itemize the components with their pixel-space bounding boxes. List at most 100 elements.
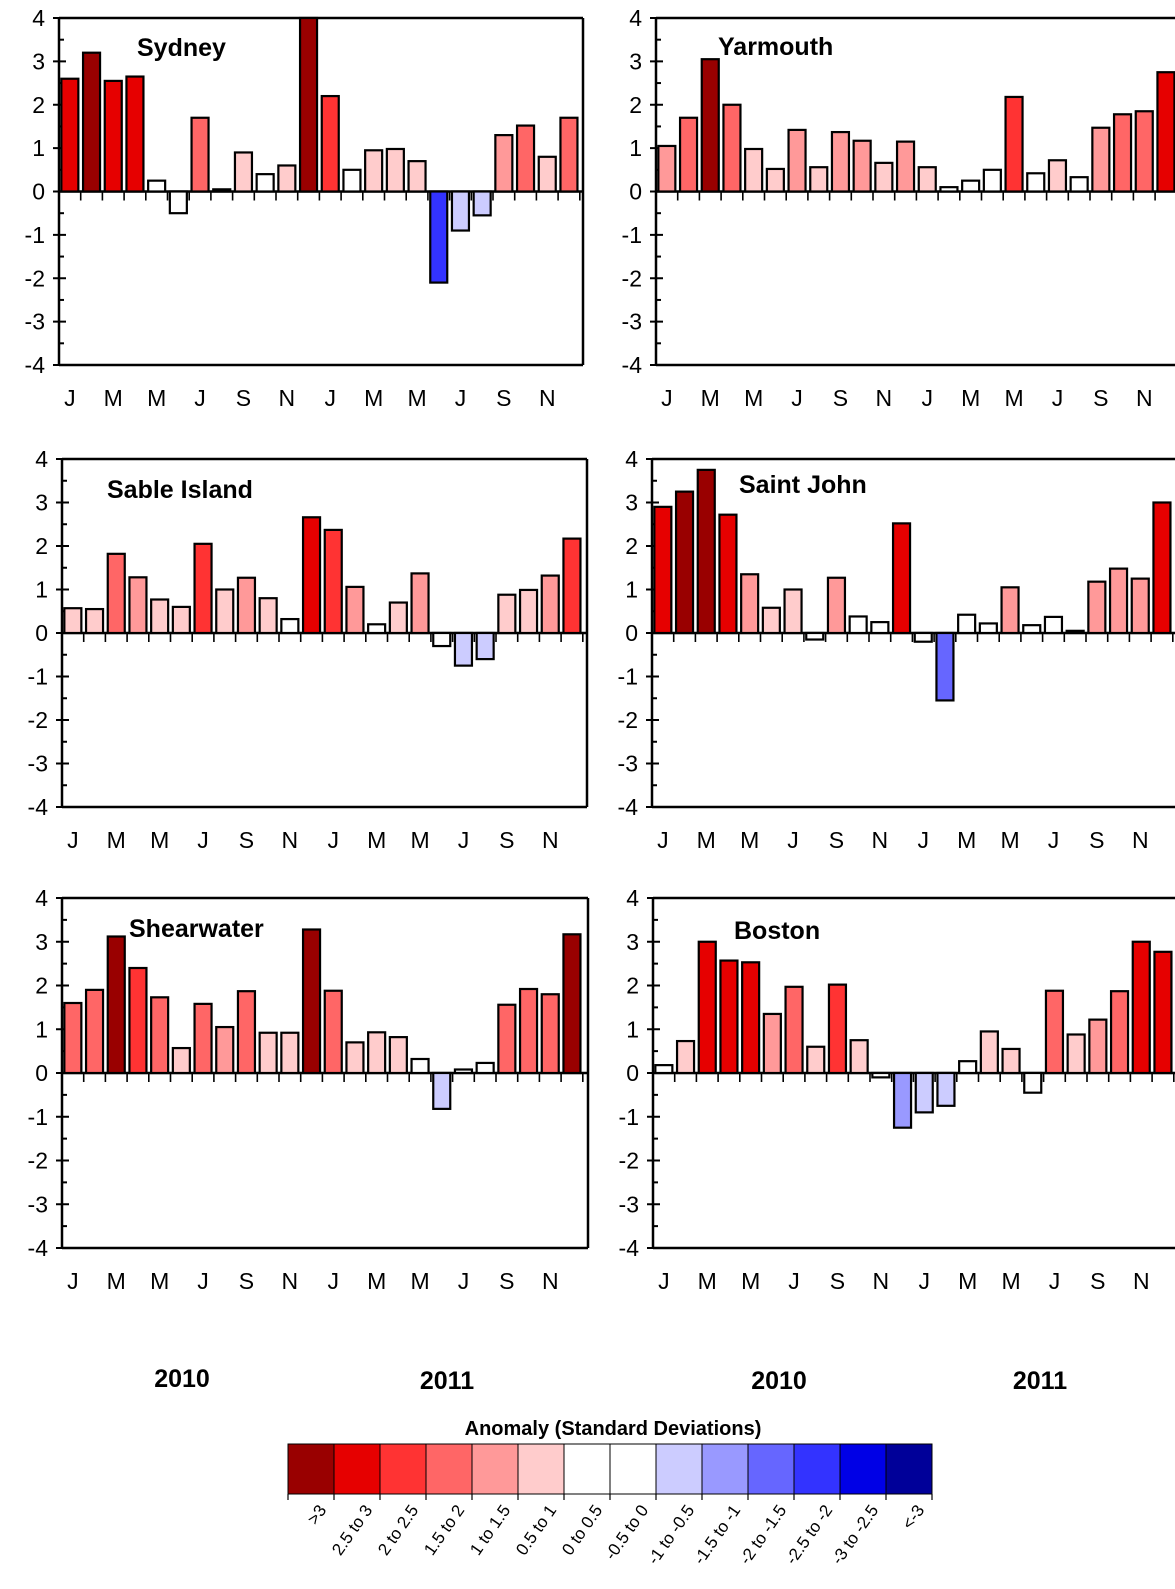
bar-may-2011 xyxy=(1000,586,1020,635)
bar-oct-2011 xyxy=(1112,113,1133,193)
legend-swatch-7 xyxy=(609,1443,657,1495)
x-tick-label: M xyxy=(958,1268,977,1294)
bar-feb-2010 xyxy=(678,116,699,193)
bar-jul-2010 xyxy=(784,985,804,1075)
bar-jan-2011 xyxy=(917,166,937,193)
y-tick-label: 1 xyxy=(32,135,45,161)
x-tick-label: J xyxy=(67,1268,79,1294)
y-tick-label: 2 xyxy=(629,92,642,118)
x-tick-label: M xyxy=(698,1268,717,1294)
bar-nov-2011 xyxy=(1130,577,1150,635)
x-tick-label: M xyxy=(697,827,716,853)
panel-title: Saint John xyxy=(739,471,867,499)
plot-frame xyxy=(60,457,589,809)
bar-mar-2011 xyxy=(961,179,981,193)
x-tick-label: J xyxy=(458,1268,470,1294)
bar-feb-2011 xyxy=(345,1041,365,1075)
bar-apr-2010 xyxy=(722,103,742,193)
bar-jun-2010 xyxy=(765,167,785,193)
bar-feb-2010 xyxy=(675,1039,696,1075)
y-tick-label: -2 xyxy=(28,1148,48,1174)
x-tick-label: J xyxy=(197,1268,209,1294)
legend-label-7: -0.5 to 0 xyxy=(601,1501,652,1563)
y-axis-ticks: 4 3 2 1 0 -1 -2 -3 -4 xyxy=(622,5,663,378)
y-tick-label: 0 xyxy=(35,1060,48,1086)
bar-dec-2011 xyxy=(1152,501,1172,635)
bar-nov-2011 xyxy=(1131,940,1151,1075)
bar-sep-2011 xyxy=(1091,126,1111,193)
legend-swatch-11 xyxy=(793,1443,841,1495)
bar-oct-2010 xyxy=(258,597,278,635)
legend-swatch-0 xyxy=(287,1443,335,1495)
legend-title: Anomaly (Standard Deviations) xyxy=(465,1418,762,1440)
x-tick-label: J xyxy=(67,827,79,853)
x-tick-label: N xyxy=(282,827,299,853)
legend-swatch-9 xyxy=(701,1443,749,1495)
panel-title: Shearwater xyxy=(129,915,264,943)
x-tick-label: M xyxy=(961,385,980,411)
bar-aug-2010 xyxy=(806,1045,826,1075)
x-tick-label: M xyxy=(957,827,976,853)
bars xyxy=(63,928,582,1110)
y-tick-label: 1 xyxy=(629,135,642,161)
y-tick-label: -4 xyxy=(28,794,49,820)
y-tick-label: 2 xyxy=(625,533,638,559)
bar-dec-2011 xyxy=(1156,71,1175,193)
bar-oct-2011 xyxy=(515,124,536,193)
panel-title: Sydney xyxy=(137,34,226,62)
bar-mar-2010 xyxy=(700,58,720,193)
y-tick-label: 3 xyxy=(626,929,639,955)
bar-may-2011 xyxy=(1001,1047,1021,1075)
y-tick-label: 0 xyxy=(625,620,638,646)
bars xyxy=(654,940,1173,1129)
bar-sep-2010 xyxy=(827,983,848,1075)
legend-swatch-8 xyxy=(655,1443,703,1495)
y-tick-label: 4 xyxy=(626,885,639,911)
bar-sep-2010 xyxy=(236,990,257,1075)
bar-mar-2010 xyxy=(106,935,126,1075)
x-tick-label: J xyxy=(657,827,669,853)
legend-swatches xyxy=(287,1443,933,1500)
bar-dec-2011 xyxy=(562,933,582,1075)
x-tick-label: M xyxy=(740,827,759,853)
y-tick-label: 1 xyxy=(625,577,638,603)
y-tick-label: 4 xyxy=(35,885,48,911)
legend-swatch-4 xyxy=(471,1443,519,1495)
x-tick-label: J xyxy=(1048,827,1060,853)
x-axis-ticks xyxy=(673,1073,1175,1082)
y-axis-ticks: 4 3 2 1 0 -1 -2 -3 -4 xyxy=(618,446,659,820)
bars xyxy=(60,16,579,284)
x-axis-ticks xyxy=(672,633,1174,642)
bar-nov-2010 xyxy=(870,621,890,635)
year-label-2011-right: 2011 xyxy=(1013,1367,1067,1395)
y-axis-ticks: 4 3 2 1 0 -1 -2 -3 -4 xyxy=(619,885,660,1261)
bar-may-2011 xyxy=(410,1057,430,1075)
x-tick-label: M xyxy=(150,827,169,853)
x-tick-label: J xyxy=(787,827,799,853)
legend-swatch-6 xyxy=(563,1443,611,1495)
x-tick-label: J xyxy=(788,1268,800,1294)
x-tick-label: S xyxy=(1090,1268,1105,1294)
y-tick-label: -1 xyxy=(28,1104,48,1130)
bar-jun-2010 xyxy=(762,1012,782,1075)
x-tick-label: J xyxy=(458,827,470,853)
bar-jul-2010 xyxy=(783,588,803,635)
x-tick-label: J xyxy=(455,385,467,411)
bar-sep-2010 xyxy=(830,130,851,193)
x-tick-label: N xyxy=(539,385,556,411)
bar-dec-2011 xyxy=(559,116,579,193)
y-tick-label: 4 xyxy=(35,446,48,472)
bar-oct-2010 xyxy=(848,615,868,635)
y-tick-label: -1 xyxy=(619,1104,639,1130)
bar-feb-2010 xyxy=(674,490,695,635)
y-tick-label: -3 xyxy=(28,1191,48,1217)
bar-mar-2010 xyxy=(106,552,126,635)
x-tick-label: J xyxy=(197,827,209,853)
y-tick-label: 1 xyxy=(35,577,48,603)
x-axis-ticks xyxy=(82,1073,584,1082)
legend-label-1: 2.5 to 3 xyxy=(328,1501,376,1558)
bar-may-2010 xyxy=(744,147,764,193)
bar-feb-2011 xyxy=(939,186,959,193)
